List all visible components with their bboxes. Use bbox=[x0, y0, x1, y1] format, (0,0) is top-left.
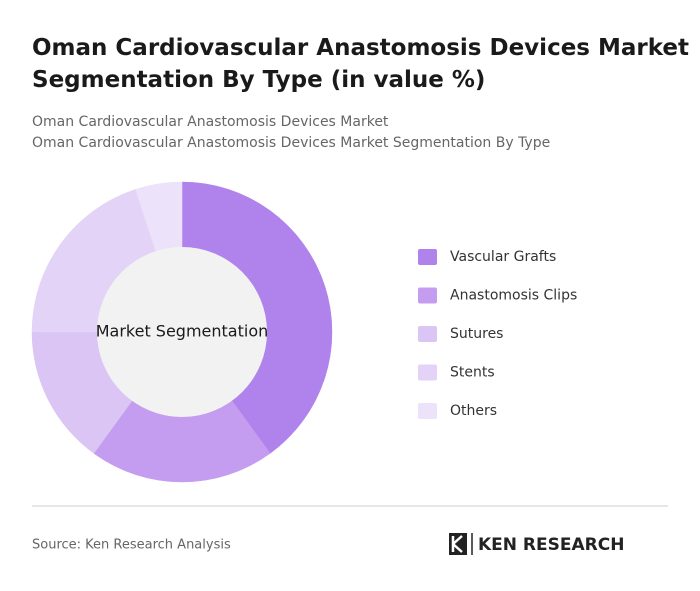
subtitle: Oman Cardiovascular Anastomosis Devices … bbox=[32, 114, 389, 130]
subtitle: Oman Cardiovascular Anastomosis Devices … bbox=[32, 135, 550, 151]
legend-label: Vascular Grafts bbox=[450, 249, 556, 265]
legend-label: Others bbox=[450, 403, 497, 419]
legend-label: Sutures bbox=[450, 326, 503, 342]
logo: KEN RESEARCH bbox=[449, 533, 624, 555]
legend-swatch bbox=[418, 403, 437, 419]
center-label: Market Segmentation bbox=[96, 322, 269, 341]
donut-hole bbox=[97, 247, 267, 417]
legend-swatch bbox=[418, 249, 437, 265]
legend-swatch bbox=[418, 364, 437, 381]
legend-swatch bbox=[418, 287, 437, 304]
legend-swatch bbox=[418, 326, 437, 342]
legend-label: Anastomosis Clips bbox=[450, 288, 577, 304]
legend-label: Stents bbox=[450, 365, 495, 381]
source: Source: Ken Research Analysis bbox=[32, 538, 231, 553]
chart-title: Oman Cardiovascular Anastomosis Devices … bbox=[32, 35, 689, 93]
logo-text: KEN RESEARCH bbox=[478, 535, 624, 555]
logo-icon bbox=[449, 533, 467, 555]
logo-k bbox=[451, 535, 463, 553]
